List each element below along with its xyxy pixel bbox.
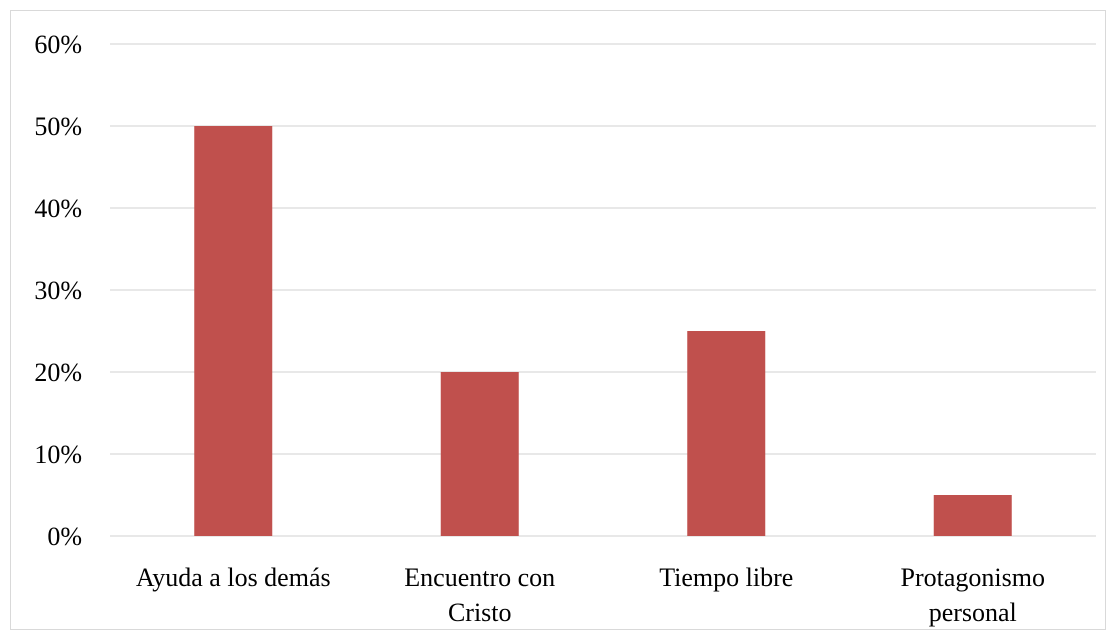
bars — [194, 126, 1012, 536]
bar — [933, 495, 1012, 536]
y-tick-label: 20% — [34, 358, 82, 387]
chart-frame — [10, 10, 1106, 630]
bar — [440, 372, 519, 536]
y-tick-label: 50% — [34, 112, 82, 141]
bar — [687, 331, 766, 536]
bar — [194, 126, 273, 536]
y-tick-label: 60% — [34, 30, 82, 59]
y-axis-ticks: 0% 10% 20% 30% 40% 50% 60% — [34, 30, 82, 551]
x-category-label: Ayuda a los demás — [136, 563, 331, 592]
y-tick-label: 10% — [34, 440, 82, 469]
y-tick-label: 0% — [47, 522, 82, 551]
x-axis-categories: Ayuda a los demás Encuentro con Cristo Tiem… — [136, 563, 1045, 627]
x-category-label: Protagonismo personal — [901, 563, 1045, 627]
y-tick-label: 40% — [34, 194, 82, 223]
y-tick-label: 30% — [34, 276, 82, 305]
gridlines — [110, 43, 1096, 537]
x-category-label: Encuentro con Cristo — [404, 563, 555, 627]
x-category-label: Tiempo libre — [659, 563, 793, 592]
